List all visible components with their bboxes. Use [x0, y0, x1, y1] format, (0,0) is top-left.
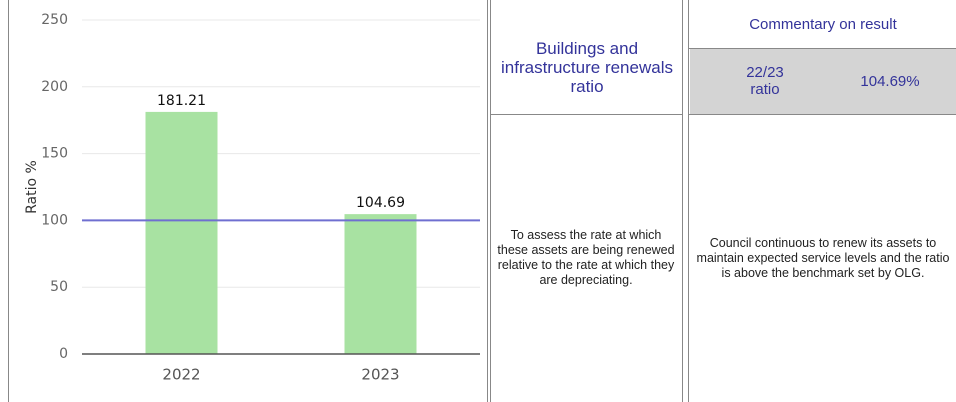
y-tick-label: 100	[41, 212, 68, 228]
x-tick-label: 2022	[162, 366, 200, 384]
measure-description: To assess the rate at which these assets…	[497, 228, 675, 287]
y-tick-label: 200	[41, 79, 68, 95]
y-tick-label: 250	[41, 12, 68, 28]
ratio-value: 104.69%	[860, 72, 920, 90]
commentary-title: Commentary on result	[749, 15, 897, 33]
commentary-text: Council continuous to renew its assets t…	[696, 235, 950, 280]
measure-title: Buildings and infrastructure renewals ra…	[501, 38, 673, 96]
y-axis-label: Ratio %	[24, 160, 40, 214]
y-tick-label: 150	[41, 146, 68, 162]
y-tick-label: 50	[50, 279, 68, 295]
x-tick-label: 2023	[361, 366, 399, 384]
bar	[145, 111, 218, 354]
ratio-box	[690, 48, 956, 114]
y-tick-label: 0	[59, 346, 68, 362]
value-label: 104.69	[356, 195, 405, 211]
bar	[344, 214, 417, 354]
ratio-label: 22/23 ratio	[746, 64, 784, 98]
value-label: 181.21	[157, 93, 206, 109]
